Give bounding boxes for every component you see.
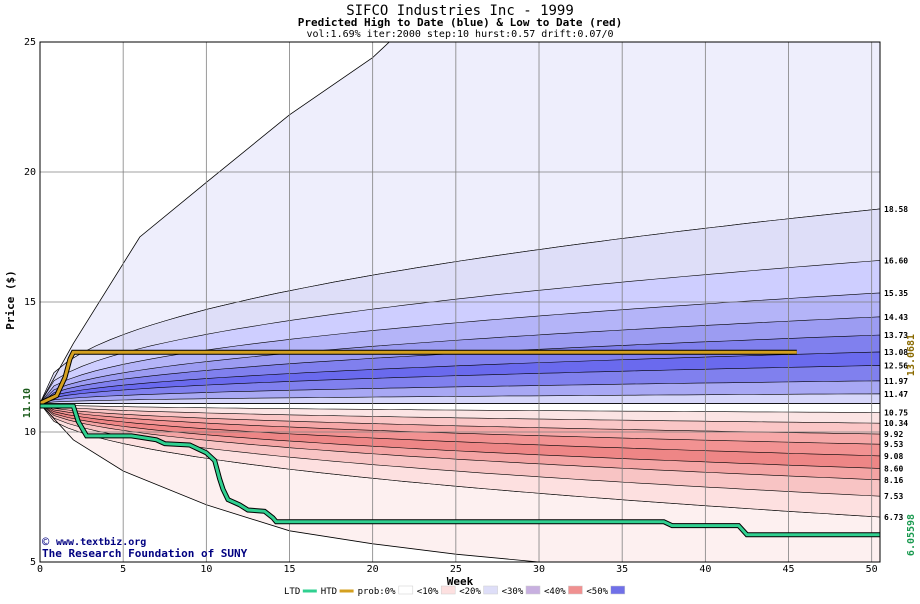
end-value-label: 11.47	[884, 390, 908, 399]
end-value-label: 13.08	[884, 348, 908, 357]
lower-envelope-line	[40, 403, 540, 562]
x-tick-label: 15	[283, 564, 295, 575]
end-value-label: 11.97	[884, 377, 908, 386]
legend-item: <10%	[417, 585, 456, 597]
legend-label: <40%	[544, 587, 566, 597]
x-tick-label: 45	[782, 564, 794, 575]
legend: LTD HTD prob:0% <10% <20% <30% <40% <50%	[284, 585, 626, 597]
end-value-label: 14.43	[884, 313, 908, 322]
htd-end-marker: 13.0681	[906, 334, 917, 376]
copyright-symbol: ©	[42, 535, 50, 549]
legend-item: <20%	[459, 585, 498, 597]
upper-band-edge	[40, 393, 880, 404]
ltd-end-marker: 6.05598	[906, 514, 917, 556]
htd-line	[40, 350, 797, 405]
y-axis-label: Price ($)	[4, 270, 17, 330]
end-value-label: 18.58	[884, 205, 908, 214]
end-value-label: 16.60	[884, 256, 908, 265]
x-tick-label: 0	[37, 564, 43, 575]
legend-label: <20%	[459, 587, 481, 597]
x-tick-label: 30	[533, 564, 545, 575]
x-tick-label: 35	[616, 564, 628, 575]
x-tick-label: 5	[120, 564, 126, 575]
end-value-label: 6.73	[884, 513, 903, 522]
legend-color-swatch	[568, 585, 583, 595]
legend-item: <30%	[502, 585, 541, 597]
chart-subtitle: Predicted High to Date (blue) & Low to D…	[298, 16, 623, 29]
legend-label: <50%	[586, 587, 608, 597]
end-value-label: 9.92	[884, 430, 903, 439]
legend-item: <50%	[586, 585, 626, 597]
legend-label: LTD	[284, 587, 300, 597]
end-value-label: 10.34	[884, 419, 908, 428]
x-tick-label: 40	[699, 564, 711, 575]
legend-item: prob:0%	[358, 585, 414, 597]
legend-item: HTD	[321, 587, 354, 597]
legend-item: <40%	[544, 585, 583, 597]
x-tick-label: 50	[866, 564, 878, 575]
chart-title: SIFCO Industries Inc - 1999	[346, 3, 574, 19]
end-value-label: 8.16	[884, 476, 903, 485]
y-tick-label: 5	[30, 557, 36, 568]
legend-label: prob:0%	[358, 587, 397, 597]
legend-color-swatch	[610, 585, 626, 595]
end-value-label: 7.53	[884, 492, 903, 501]
chart-params: vol:1.69% iter:2000 step:10 hurst:0.57 d…	[306, 29, 613, 40]
end-value-label: 8.60	[884, 464, 903, 473]
y-tick-label: 15	[24, 297, 36, 308]
y-tick-label: 25	[24, 37, 36, 48]
legend-color-swatch	[525, 585, 541, 595]
legend-color-swatch	[440, 585, 456, 595]
y-tick-label: 10	[24, 427, 36, 438]
end-value-label: 9.08	[884, 452, 903, 461]
plot-frame	[39, 41, 881, 563]
bands-group	[40, 42, 880, 562]
ltd-line	[40, 404, 880, 537]
x-axis-label: Week	[447, 575, 474, 588]
legend-label: HTD	[321, 587, 337, 597]
end-value-label: 9.53	[884, 440, 903, 449]
y-tick-label: 20	[24, 167, 36, 178]
legend-label: <30%	[502, 587, 524, 597]
legend-color-swatch	[398, 585, 414, 595]
end-value-label: 15.35	[884, 289, 908, 298]
end-value-label: 10.75	[884, 409, 908, 418]
legend-color-swatch	[483, 585, 498, 595]
legend-item: LTD	[284, 587, 317, 597]
watermark-site: www.textbiz.org	[56, 536, 146, 548]
lower-band-edge	[40, 403, 880, 413]
x-tick-label: 10	[200, 564, 212, 575]
watermark-org: The Research Foundation of SUNY	[42, 547, 248, 560]
end-value-label: 13.73	[884, 331, 908, 340]
end-value-label: 12.56	[884, 361, 908, 370]
legend-label: <10%	[417, 587, 439, 597]
start-price-label: 11.10	[22, 388, 33, 418]
x-tick-label: 20	[367, 564, 379, 575]
x-tick-label: 25	[450, 564, 462, 575]
